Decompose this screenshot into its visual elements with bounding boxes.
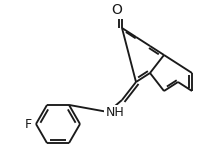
Text: O: O <box>112 3 123 17</box>
Text: NH: NH <box>106 106 124 120</box>
Text: F: F <box>24 117 32 131</box>
